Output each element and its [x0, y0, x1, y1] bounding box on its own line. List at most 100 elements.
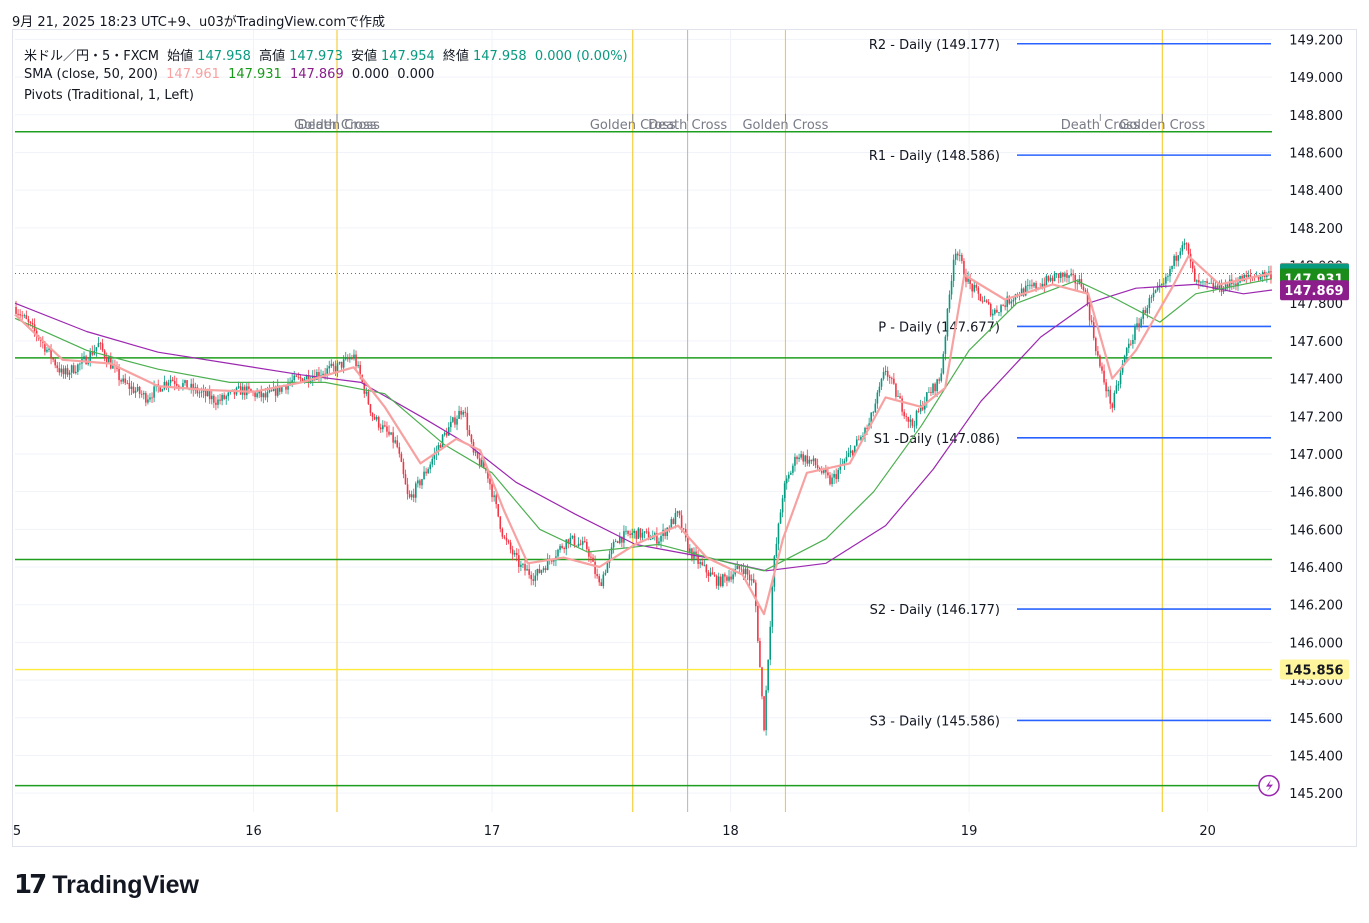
candle-body	[1057, 273, 1060, 278]
candle-body	[493, 495, 495, 498]
candle-body	[281, 386, 283, 392]
candle-body	[1202, 281, 1204, 283]
candle-body	[794, 456, 796, 466]
candle-body	[561, 545, 563, 549]
candle-body	[575, 545, 578, 547]
cross-label: Golden Cross	[294, 118, 380, 133]
candle-body	[258, 390, 260, 394]
candle-body	[373, 416, 376, 420]
candle-body	[1148, 298, 1151, 308]
candle-body	[752, 579, 755, 583]
pivot-label: R2 - Daily (149.177)	[869, 38, 1000, 53]
candle-body	[439, 445, 442, 448]
candle-body	[602, 574, 605, 587]
candle-body	[616, 541, 619, 544]
pivots-legend[interactable]: Pivots (Traditional, 1, Left)	[24, 88, 198, 103]
sma-200-line	[14, 283, 1273, 572]
candle-body	[441, 434, 444, 448]
candle-body	[546, 558, 549, 570]
pivots-label: Pivots (Traditional, 1, Left)	[24, 88, 194, 103]
candle-body	[221, 394, 223, 401]
candle-body	[1031, 284, 1033, 287]
candle-body	[124, 378, 127, 383]
candle-body	[967, 277, 969, 282]
candle-body	[447, 427, 450, 436]
candle-body	[433, 453, 436, 459]
candle-body	[62, 368, 65, 375]
candle-body	[118, 368, 120, 381]
candle-body	[849, 450, 852, 453]
candle-body	[544, 568, 547, 570]
candle-body	[445, 432, 448, 436]
candle-body	[163, 381, 166, 390]
candle-body	[917, 410, 920, 412]
candle-body	[1169, 269, 1171, 277]
candle-body	[1059, 273, 1062, 278]
candle-body	[557, 549, 559, 557]
sma-value-fast: 147.961	[166, 67, 220, 82]
candle-body	[1090, 320, 1093, 323]
candle-body	[406, 484, 409, 494]
candle-body	[571, 535, 574, 538]
pivot-label: S1 -Daily (147.086)	[874, 432, 1000, 447]
candle-body	[1006, 296, 1009, 307]
candle-body	[190, 383, 192, 389]
candle-body	[1208, 282, 1210, 284]
candle-body	[276, 385, 279, 396]
candle-body	[103, 350, 106, 358]
candle-body	[1181, 245, 1184, 252]
candle-body	[1088, 304, 1091, 321]
symbol-label[interactable]: 米ドル／円・5・FXCM	[24, 49, 160, 64]
candle-body	[349, 358, 351, 360]
candle-body	[1144, 310, 1147, 314]
candle-body	[1024, 285, 1027, 296]
candle-body	[375, 417, 378, 420]
candle-body	[330, 363, 333, 367]
candle-body	[884, 370, 887, 373]
candle-body	[1002, 305, 1004, 306]
x-tick-label: 19	[961, 824, 978, 839]
candle-body	[1214, 285, 1217, 290]
candle-body	[717, 576, 720, 586]
sma-value-5: 0.000	[397, 67, 435, 82]
candle-body	[328, 366, 331, 369]
candle-body	[909, 419, 912, 422]
candle-body	[748, 574, 751, 581]
candle-body	[365, 391, 368, 394]
candle-body	[872, 412, 875, 414]
candle-body	[52, 358, 54, 360]
candle-body	[1092, 322, 1095, 339]
x-tick-label: 16	[245, 824, 262, 839]
candle-body	[334, 366, 337, 372]
candle-body	[202, 390, 205, 392]
candle-body	[594, 561, 596, 575]
candle-body	[208, 391, 211, 400]
candle-body	[77, 364, 79, 372]
candle-body	[136, 386, 139, 391]
candle-body	[101, 343, 104, 351]
tradingview-brand[interactable]: 17 TradingView	[14, 870, 199, 900]
candle-body	[569, 537, 572, 544]
candle-body	[21, 315, 24, 317]
candle-body	[697, 554, 699, 564]
y-tick-label: 145.600	[1289, 712, 1343, 727]
candle-body	[215, 402, 217, 405]
close-label: 終値	[442, 49, 469, 64]
candle-body	[355, 354, 357, 367]
candle-body	[1156, 286, 1159, 291]
candle-body	[223, 394, 225, 399]
candle-body	[534, 575, 537, 581]
candle-body	[377, 417, 380, 428]
candle-body	[853, 445, 856, 456]
candle-body	[287, 383, 289, 390]
sma-legend[interactable]: SMA (close, 50, 200) 147.961 147.931 147…	[24, 67, 438, 82]
candle-body	[833, 473, 835, 478]
candle-body	[816, 465, 819, 469]
candle-body	[159, 386, 162, 392]
candle-body	[1165, 276, 1167, 284]
candle-body	[767, 659, 769, 691]
candle-body	[808, 459, 811, 464]
candle-body	[402, 461, 405, 475]
candle-body	[1138, 323, 1140, 328]
